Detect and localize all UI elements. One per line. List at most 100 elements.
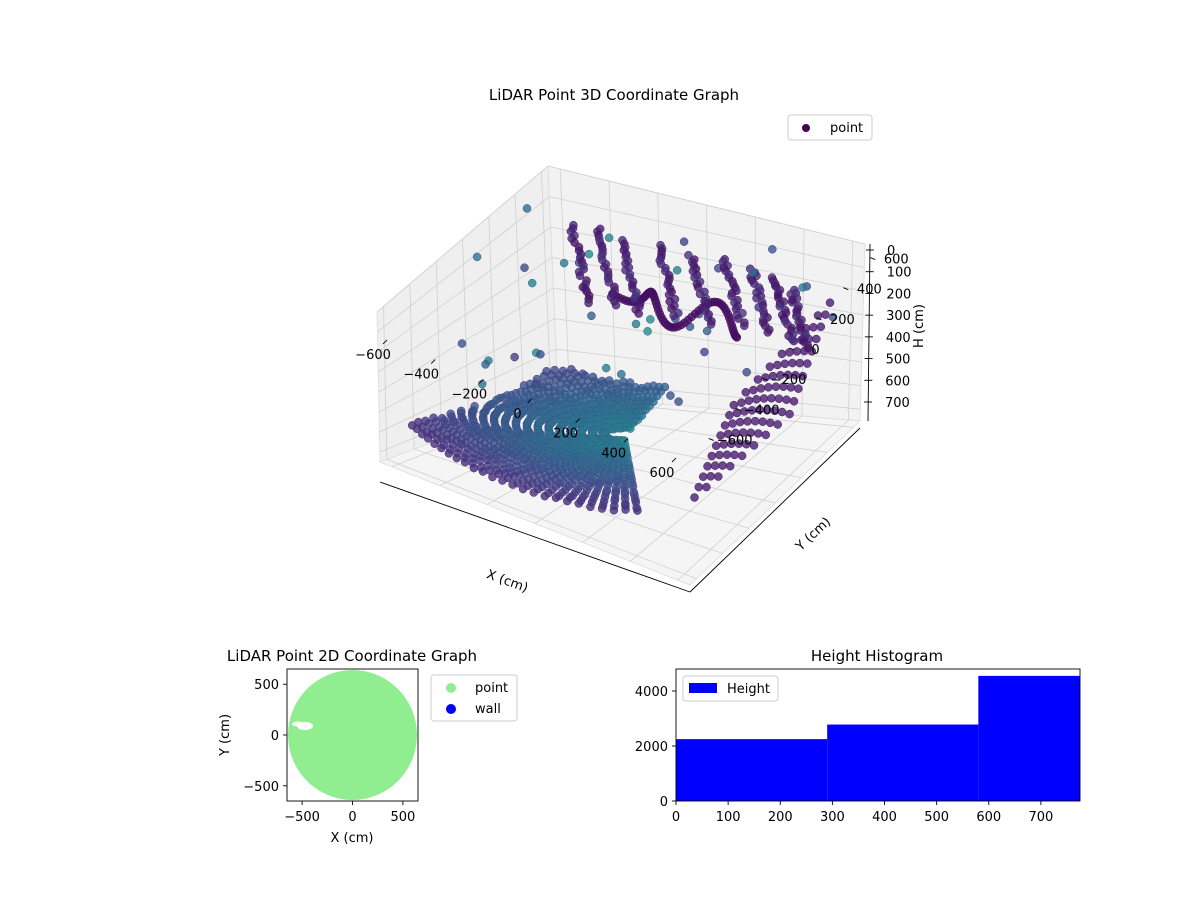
point-3d bbox=[774, 394, 784, 403]
point-3d bbox=[702, 326, 712, 336]
y-tick-label-3d: 200 bbox=[830, 313, 855, 328]
point-3d bbox=[743, 417, 752, 426]
point-3d bbox=[601, 363, 611, 373]
point-3d bbox=[825, 298, 835, 307]
point-3d bbox=[536, 350, 545, 359]
z-tick-label-3d: 200 bbox=[886, 287, 911, 302]
point-3d bbox=[698, 472, 708, 481]
point-3d bbox=[611, 300, 621, 310]
x-tick-label-3d: −200 bbox=[451, 387, 487, 402]
x-tick-label-histogram: 500 bbox=[924, 810, 949, 825]
point-3d bbox=[690, 493, 699, 502]
point-3d bbox=[617, 369, 626, 379]
legend-3d-marker bbox=[802, 124, 810, 132]
point-3d bbox=[700, 347, 709, 357]
legend-2d-wall-marker bbox=[446, 704, 456, 714]
point-3d bbox=[631, 319, 641, 329]
x-tick-label-3d: −400 bbox=[403, 368, 439, 383]
point-3d bbox=[684, 250, 693, 260]
x-tick-3d bbox=[671, 457, 677, 463]
point-3d bbox=[765, 362, 775, 371]
point-3d bbox=[742, 367, 751, 377]
grid-line-z bbox=[378, 318, 862, 413]
point-3d bbox=[821, 310, 830, 319]
point-3d bbox=[679, 237, 689, 246]
point-3d bbox=[761, 373, 770, 382]
y-tick-label-3d: 400 bbox=[857, 283, 882, 298]
z-tick-label-3d: 400 bbox=[886, 331, 911, 346]
histogram-title: Height Histogram bbox=[811, 647, 943, 665]
point-3d bbox=[629, 294, 639, 304]
point-3d bbox=[717, 300, 727, 310]
point-3d bbox=[788, 358, 797, 368]
point-3d bbox=[604, 278, 614, 287]
point-3d bbox=[748, 268, 757, 277]
point-3d bbox=[785, 409, 794, 419]
point-3d bbox=[720, 421, 730, 430]
x-tick-label-histogram: 0 bbox=[672, 810, 680, 825]
grid-line-z bbox=[377, 226, 864, 353]
z-tick-label-3d: 700 bbox=[885, 396, 910, 411]
point-3d bbox=[605, 376, 614, 385]
point-3d bbox=[666, 391, 675, 400]
point-3d bbox=[634, 309, 643, 318]
legend-3d: point bbox=[787, 114, 873, 141]
point-3d bbox=[542, 367, 551, 376]
histogram-bar bbox=[827, 724, 979, 801]
x-tick-label-3d: 400 bbox=[601, 446, 626, 461]
point-3d bbox=[550, 365, 559, 375]
y-axis-label-3d: Y (cm) bbox=[792, 515, 834, 555]
y-tick-label-2d: 0 bbox=[271, 729, 279, 744]
point-3d bbox=[750, 416, 760, 426]
plot-frame-histogram bbox=[675, 668, 1081, 802]
point-3d bbox=[763, 328, 773, 337]
legend-2d-wall-label: wall bbox=[475, 702, 501, 717]
point-3d bbox=[752, 395, 761, 404]
point-3d bbox=[798, 283, 807, 292]
histogram-bar bbox=[676, 739, 828, 801]
point-3d bbox=[437, 413, 447, 423]
point-3d bbox=[710, 461, 720, 470]
point-3d bbox=[725, 461, 735, 471]
z-tick-label-3d: 300 bbox=[886, 309, 911, 324]
x-tick-label-3d: 0 bbox=[513, 407, 521, 422]
point-3d bbox=[660, 382, 670, 392]
grid-line-x bbox=[677, 240, 854, 581]
legend-histogram: Height bbox=[682, 675, 779, 702]
x-tick-label-histogram: 700 bbox=[1028, 810, 1053, 825]
point-3d bbox=[429, 413, 438, 423]
y-axis-label-2d: Y (cm) bbox=[218, 714, 233, 757]
z-axis-label-3d: H (cm) bbox=[912, 304, 927, 348]
point-3d bbox=[472, 252, 482, 262]
point-3d bbox=[527, 278, 537, 288]
point-3d bbox=[706, 472, 715, 481]
y-tick-3d bbox=[708, 438, 714, 441]
x-tick-3d bbox=[382, 339, 388, 345]
z-tick-label-3d: 0 bbox=[887, 244, 895, 259]
point-3d bbox=[782, 395, 791, 404]
point-3d bbox=[643, 327, 652, 336]
y-tick-3d bbox=[789, 347, 795, 351]
point-cloud-3d bbox=[407, 204, 838, 515]
point-3d bbox=[695, 289, 705, 299]
x-tick-label-3d: −600 bbox=[355, 348, 391, 363]
y-tick-3d bbox=[816, 317, 822, 321]
y-tick-label-3d: −600 bbox=[717, 433, 753, 448]
y-tick-label-histogram: 2000 bbox=[635, 740, 668, 755]
point-3d bbox=[753, 375, 763, 384]
point-3d bbox=[754, 429, 763, 438]
y-tick-label-2d: 500 bbox=[254, 678, 279, 693]
point-3d bbox=[584, 298, 593, 308]
ticks-2d: −500 0 500 500 0 −500 bbox=[243, 678, 415, 825]
point-3d bbox=[707, 451, 717, 461]
point-3d bbox=[803, 359, 812, 368]
point-3d bbox=[740, 321, 749, 331]
chart-3d-title: LiDAR Point 3D Coordinate Graph bbox=[489, 86, 739, 104]
y-axis-line bbox=[689, 427, 861, 593]
legend-2d: point wall bbox=[430, 674, 518, 722]
histogram-bars bbox=[676, 675, 1080, 801]
point-3d bbox=[702, 482, 711, 492]
point-3d bbox=[792, 347, 802, 356]
point-3d bbox=[456, 406, 466, 416]
point-3d bbox=[694, 482, 704, 492]
